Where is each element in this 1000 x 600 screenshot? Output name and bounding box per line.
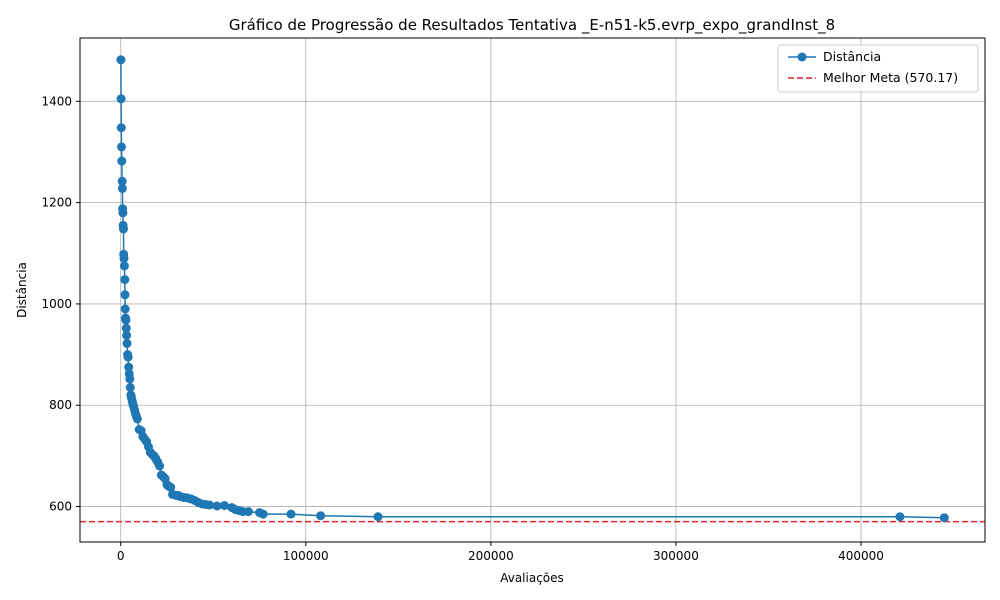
data-point bbox=[286, 509, 296, 519]
x-tick-label: 0 bbox=[117, 549, 125, 563]
data-point bbox=[125, 383, 135, 392]
y-tick-label: 600 bbox=[49, 500, 72, 514]
data-point bbox=[116, 123, 126, 133]
y-tick-label: 1000 bbox=[41, 297, 72, 311]
data-point bbox=[117, 183, 127, 193]
y-tick-label: 800 bbox=[49, 398, 72, 412]
legend: Distância Melhor Meta (570.17) bbox=[777, 44, 979, 93]
data-point bbox=[119, 261, 129, 271]
data-point bbox=[166, 482, 176, 492]
legend-box bbox=[777, 44, 979, 93]
data-point bbox=[119, 253, 129, 263]
data-point bbox=[155, 461, 165, 471]
data-point bbox=[373, 512, 383, 522]
legend-reference-label: Melhor Meta (570.17) bbox=[823, 70, 958, 85]
data-point bbox=[132, 414, 142, 424]
data-point bbox=[118, 208, 128, 218]
data-point bbox=[116, 55, 126, 65]
data-point bbox=[122, 338, 132, 348]
ticks: 0 100000 200000 300000 400000 600 800 1000 1200 1… bbox=[41, 94, 883, 563]
data-point bbox=[212, 501, 222, 511]
series-layer bbox=[116, 55, 949, 523]
y-axis-label: Distância bbox=[15, 262, 29, 318]
x-tick-label: 200000 bbox=[468, 549, 514, 563]
data-point bbox=[121, 323, 131, 333]
data-point bbox=[939, 513, 949, 523]
x-axis-label: Avaliações bbox=[500, 571, 564, 585]
series-line bbox=[120, 59, 945, 519]
data-point bbox=[316, 511, 326, 521]
data-point bbox=[119, 224, 128, 234]
y-tick-label: 1200 bbox=[41, 196, 72, 210]
data-point bbox=[125, 374, 135, 384]
data-point bbox=[117, 142, 126, 152]
data-point bbox=[219, 501, 229, 510]
x-tick-label: 400000 bbox=[838, 549, 884, 563]
data-point bbox=[258, 509, 268, 519]
data-point bbox=[120, 290, 130, 300]
data-point bbox=[120, 304, 130, 314]
x-tick-label: 300000 bbox=[653, 549, 699, 563]
data-point bbox=[243, 507, 253, 517]
data-point bbox=[121, 315, 131, 325]
data-point bbox=[895, 512, 905, 522]
data-point bbox=[124, 362, 134, 372]
data-point bbox=[122, 330, 132, 340]
legend-series-label: Distância bbox=[823, 49, 881, 64]
x-tick-label: 100000 bbox=[283, 549, 329, 563]
data-point bbox=[117, 156, 127, 166]
grid bbox=[80, 38, 985, 542]
data-point bbox=[123, 352, 133, 362]
data-point bbox=[116, 94, 126, 104]
data-point bbox=[205, 500, 215, 510]
chart-title: Gráfico de Progressão de Resultados Tent… bbox=[229, 16, 835, 35]
data-point bbox=[117, 176, 127, 186]
data-point bbox=[120, 275, 130, 285]
y-tick-label: 1400 bbox=[41, 94, 72, 108]
legend-series-marker bbox=[797, 52, 807, 62]
plot-frame bbox=[79, 37, 986, 543]
